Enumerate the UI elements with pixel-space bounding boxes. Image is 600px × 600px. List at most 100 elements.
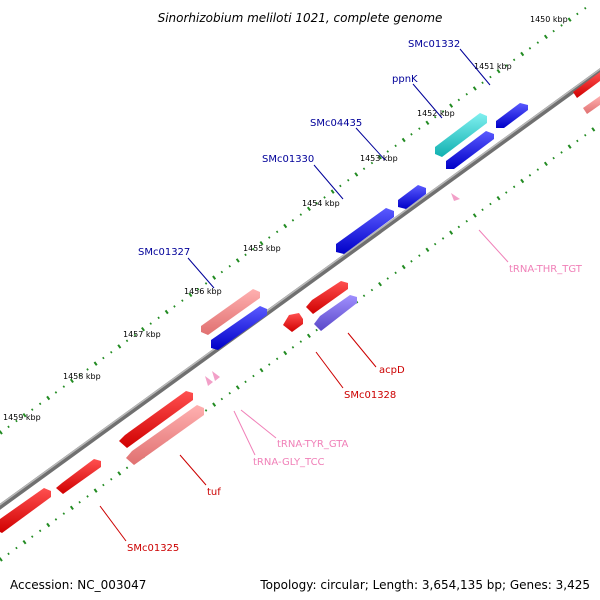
tick-mark (46, 395, 51, 401)
tick-mark (0, 430, 3, 435)
trna-tyr-marker[interactable] (205, 376, 213, 386)
tick-mark (552, 29, 555, 33)
tick-label: 1455 kbp (243, 244, 281, 253)
tick-mark (181, 299, 184, 302)
tick-mark (441, 110, 445, 113)
gene-smc01327[interactable] (211, 306, 267, 350)
accession-label: Accession: NC_003047 (10, 578, 147, 592)
tick-mark (235, 258, 240, 263)
tick-mark (481, 81, 484, 85)
tick-mark (418, 127, 421, 130)
tick-mark (528, 47, 532, 50)
tick-mark (283, 350, 288, 356)
gene-edge-red-left[interactable] (0, 488, 51, 533)
gene-acpd[interactable] (314, 295, 357, 331)
tick-mark (204, 409, 208, 412)
tick-mark (268, 236, 271, 239)
tick-label: 1453 kbp (360, 154, 398, 163)
tick-mark (228, 391, 231, 395)
tick-mark (69, 505, 74, 511)
tick-label: 1456 kbp (184, 287, 222, 296)
label-smc01327[interactable]: SMc01327 (138, 247, 190, 258)
gene-smc01325[interactable] (56, 459, 101, 494)
tick-mark (584, 133, 587, 137)
tick-mark (157, 316, 160, 320)
gene-smc01332[interactable] (496, 103, 528, 128)
gene-smc01330[interactable] (336, 208, 394, 254)
tick-mark (204, 282, 208, 285)
tick-mark (425, 120, 430, 126)
gene-smc04435[interactable] (446, 131, 494, 169)
tick-mark (465, 219, 468, 223)
tick-mark (315, 328, 318, 332)
leader-smc01328 (315, 351, 344, 389)
label-smc01325[interactable]: SMc01325 (127, 543, 179, 554)
label-ppnk[interactable]: ppnK (392, 74, 418, 85)
tick-mark (244, 380, 247, 384)
label-trna-thr[interactable]: tRNA-THR_TGT (509, 264, 583, 275)
gene-edge-red[interactable] (573, 72, 600, 98)
gene-tuf[interactable] (119, 391, 193, 448)
tick-mark (528, 174, 532, 177)
tick-mark (252, 247, 255, 251)
gene-ppnk[interactable] (435, 113, 487, 157)
tick-mark (330, 189, 335, 194)
tick-mark (433, 242, 437, 246)
gene-edge-pink[interactable] (583, 96, 600, 114)
tick-mark (275, 230, 279, 234)
tick-mark (512, 58, 516, 62)
label-smc01328[interactable]: SMc01328 (344, 390, 396, 401)
label-trna-gly[interactable]: tRNA-GLY_TCC (253, 457, 325, 468)
gene-labels: SMc01332 ppnK SMc04435 SMc01330 SMc01327… (127, 39, 583, 554)
gene-small-red[interactable] (283, 313, 303, 332)
label-smc01332[interactable]: SMc01332 (408, 39, 460, 50)
tick-mark (394, 144, 397, 148)
tick-mark (370, 288, 374, 292)
gene-smc01327-pseudo[interactable] (201, 289, 260, 335)
gene-smc01328[interactable] (306, 281, 348, 314)
tick-label: 1451 kbp (474, 62, 512, 71)
label-tuf[interactable]: tuf (207, 487, 221, 498)
tick-mark (188, 292, 193, 298)
tick-mark (125, 466, 129, 470)
tick-mark (268, 363, 271, 366)
tick-mark (560, 151, 563, 154)
label-smc04435[interactable]: SMc04435 (310, 118, 362, 129)
tick-labels: 1450 kbp 1451 kbp 1452 kbp 1453 kbp 1454… (3, 15, 568, 422)
tick-mark (38, 529, 42, 533)
gene-smc01330-b[interactable] (398, 185, 426, 209)
trna-thr-marker[interactable] (451, 193, 460, 201)
tick-mark (489, 75, 492, 79)
map-title: Sinorhizobium meliloti 1021, complete ge… (158, 11, 443, 25)
tick-label: 1459 kbp (3, 413, 41, 422)
tick-mark (212, 275, 217, 280)
tick-mark (401, 137, 406, 143)
tick-mark (69, 378, 74, 384)
tick-mark (354, 172, 359, 177)
leader-acpd (347, 332, 377, 368)
tick-mark (291, 219, 295, 222)
leader-lines (99, 48, 509, 542)
leader-trna-gly (233, 410, 256, 456)
trna-gly-marker[interactable] (212, 371, 220, 381)
tick-mark (102, 483, 105, 487)
tick-mark (306, 206, 311, 212)
tick-label: 1457 kbp (123, 330, 161, 339)
tick-label: 1450 kbp (530, 15, 568, 24)
tick-mark (433, 115, 437, 119)
gene-tuf-b[interactable] (126, 405, 204, 465)
label-acpd[interactable]: acpD (379, 365, 405, 376)
label-trna-tyr[interactable]: tRNA-TYR_GTA (277, 439, 349, 450)
tick-mark (275, 357, 279, 361)
tick-mark (552, 156, 555, 160)
tick-mark (505, 64, 508, 67)
label-smc01330[interactable]: SMc01330 (262, 154, 314, 165)
leader-smc01327 (187, 257, 215, 289)
tick-mark (299, 213, 303, 216)
tick-mark (543, 161, 548, 167)
tick-mark (536, 168, 540, 171)
leader-smc01332 (459, 48, 491, 86)
tick-mark (567, 17, 572, 22)
tick-mark (543, 34, 548, 40)
